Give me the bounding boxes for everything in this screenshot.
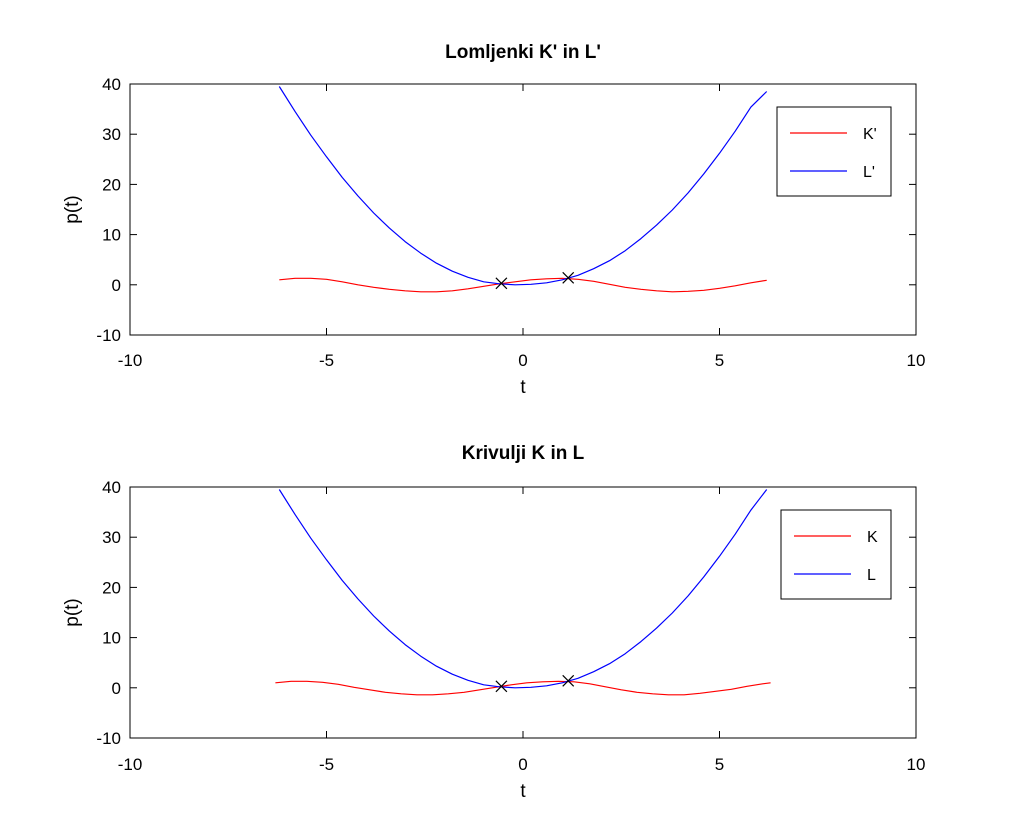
- x-axis-label: t: [520, 377, 526, 398]
- x-tick-label: 5: [715, 755, 724, 774]
- y-tick-label: 20: [102, 578, 121, 597]
- chart-title: Krivulji K in L: [462, 443, 585, 464]
- x-tick-label: 0: [518, 351, 527, 370]
- y-tick-label: 30: [102, 528, 121, 547]
- series-line-red: [279, 277, 767, 293]
- y-axis-label: p(t): [62, 195, 83, 224]
- x-tick-label: 0: [518, 755, 527, 774]
- plot-panel-derivatives: Lomljenki K' in L' -10 -5 0 5 10 -10 0 10 20 30 40 t…: [62, 42, 925, 398]
- y-axis-label: p(t): [62, 598, 83, 627]
- x-tick-label: 5: [715, 351, 724, 370]
- y-tick-label: 20: [102, 175, 121, 194]
- plot-panel-curves: Krivulji K in L -10 -5 0 5 10 -10 0 10 20 30 40 t p(t…: [62, 443, 925, 802]
- y-tick-label: 0: [112, 276, 121, 295]
- legend: K' L': [776, 106, 892, 197]
- x-axis-label: t: [520, 781, 526, 802]
- legend-label: L: [867, 567, 876, 584]
- y-tick-label: -10: [96, 729, 121, 748]
- y-tick-label: 30: [102, 125, 121, 144]
- intersection-marker: [495, 277, 508, 290]
- intersection-marker: [562, 674, 575, 687]
- legend-label: L': [863, 164, 875, 181]
- legend: KL: [780, 509, 892, 600]
- x-tick-label: 10: [907, 351, 926, 370]
- legend-label: K: [867, 529, 878, 546]
- legend-box: [776, 106, 892, 197]
- x-tick-label: -5: [319, 351, 334, 370]
- y-tick-label: 40: [102, 478, 121, 497]
- series-line-blue: [278, 86, 768, 286]
- x-tick-label: -5: [319, 755, 334, 774]
- legend-label: K': [863, 126, 877, 143]
- y-tick-label: 10: [102, 226, 121, 245]
- y-tick-label: 10: [102, 629, 121, 648]
- y-tick-label: 0: [112, 679, 121, 698]
- x-tick-label: 10: [907, 755, 926, 774]
- chart-title: Lomljenki K' in L': [445, 42, 601, 63]
- legend-box: [780, 509, 892, 600]
- x-tick-label: -10: [118, 755, 143, 774]
- y-tick-label: 40: [102, 75, 121, 94]
- y-tick-label: -10: [96, 326, 121, 345]
- intersection-marker: [495, 680, 508, 693]
- series-line-red: [275, 680, 771, 696]
- intersection-marker: [562, 271, 575, 284]
- x-tick-label: -10: [118, 351, 143, 370]
- series-line-blue: [278, 489, 768, 689]
